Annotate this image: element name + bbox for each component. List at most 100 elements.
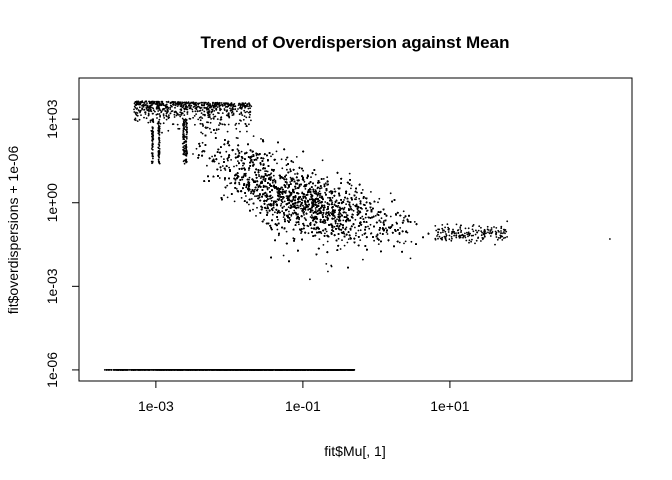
data-point bbox=[402, 210, 405, 213]
data-point bbox=[362, 218, 365, 221]
data-point bbox=[282, 254, 285, 257]
data-point bbox=[406, 231, 409, 234]
data-point bbox=[373, 239, 375, 242]
data-point bbox=[361, 234, 364, 236]
data-point bbox=[348, 172, 351, 175]
data-point bbox=[333, 188, 336, 190]
data-point bbox=[380, 217, 383, 220]
data-point bbox=[250, 192, 252, 195]
data-point bbox=[235, 188, 238, 190]
data-point bbox=[275, 150, 278, 153]
data-point bbox=[337, 237, 340, 240]
data-point bbox=[325, 263, 328, 265]
data-point bbox=[310, 196, 312, 198]
data-point bbox=[279, 204, 282, 207]
data-point bbox=[286, 183, 288, 185]
data-point bbox=[221, 165, 224, 167]
data-point bbox=[280, 158, 283, 161]
data-point bbox=[289, 176, 292, 179]
data-point bbox=[318, 190, 321, 193]
data-point bbox=[271, 196, 274, 199]
data-point bbox=[319, 209, 321, 212]
data-point bbox=[341, 239, 343, 242]
data-point bbox=[263, 218, 265, 221]
data-point bbox=[306, 177, 309, 180]
data-point bbox=[218, 177, 221, 179]
data-point bbox=[298, 183, 301, 186]
data-point bbox=[224, 178, 226, 181]
data-point bbox=[354, 198, 356, 201]
data-point bbox=[264, 170, 266, 173]
data-point bbox=[288, 213, 291, 216]
data-point bbox=[325, 230, 328, 233]
data-point bbox=[379, 232, 382, 235]
data-point bbox=[341, 207, 344, 210]
data-point bbox=[201, 141, 204, 144]
data-point bbox=[386, 233, 389, 235]
data-point bbox=[303, 206, 305, 209]
data-point bbox=[257, 194, 259, 197]
data-point bbox=[285, 164, 288, 167]
data-point bbox=[309, 216, 312, 218]
data-point bbox=[336, 222, 339, 225]
data-point bbox=[365, 201, 368, 204]
data-point bbox=[248, 203, 250, 206]
data-point bbox=[270, 199, 273, 202]
data-point bbox=[346, 214, 349, 217]
data-point bbox=[292, 199, 295, 201]
data-point bbox=[256, 180, 258, 182]
data-point bbox=[265, 209, 268, 212]
data-point bbox=[324, 206, 326, 209]
data-point bbox=[262, 184, 265, 187]
data-point bbox=[314, 184, 317, 187]
data-point bbox=[271, 213, 274, 216]
data-point bbox=[266, 204, 269, 206]
data-point bbox=[324, 201, 327, 203]
data-point bbox=[355, 234, 357, 237]
data-point bbox=[307, 205, 310, 208]
data-point bbox=[235, 164, 238, 167]
data-point bbox=[303, 180, 306, 183]
data-point bbox=[270, 172, 273, 175]
data-point bbox=[326, 176, 329, 179]
data-point bbox=[236, 148, 239, 151]
data-point bbox=[302, 169, 304, 172]
data-point bbox=[281, 197, 284, 200]
data-point bbox=[294, 187, 297, 190]
data-point bbox=[201, 150, 204, 153]
data-point bbox=[319, 192, 322, 195]
data-point bbox=[379, 221, 382, 224]
data-point bbox=[300, 232, 302, 235]
data-point bbox=[302, 204, 304, 207]
data-point bbox=[314, 173, 317, 176]
data-point bbox=[362, 258, 364, 261]
data-point bbox=[283, 200, 286, 203]
data-point bbox=[354, 226, 356, 229]
data-point bbox=[350, 184, 353, 187]
data-point bbox=[289, 168, 292, 171]
data-point bbox=[369, 223, 372, 226]
data-point bbox=[356, 211, 359, 214]
data-point bbox=[266, 170, 269, 173]
data-point bbox=[218, 162, 220, 165]
data-point bbox=[292, 161, 295, 164]
data-point bbox=[230, 159, 233, 161]
data-point bbox=[260, 138, 262, 140]
data-point bbox=[352, 209, 355, 212]
data-point bbox=[272, 174, 275, 177]
data-point bbox=[313, 192, 316, 195]
data-point bbox=[299, 200, 301, 203]
data-point bbox=[298, 223, 300, 226]
data-point bbox=[347, 200, 349, 203]
data-point bbox=[265, 193, 268, 196]
data-point bbox=[285, 190, 287, 192]
data-point bbox=[333, 225, 336, 228]
data-point bbox=[250, 190, 253, 193]
data-point bbox=[320, 207, 322, 210]
data-point bbox=[343, 232, 346, 235]
data-point bbox=[305, 196, 307, 199]
data-point bbox=[355, 196, 358, 199]
data-point bbox=[209, 121, 212, 124]
data-point bbox=[339, 212, 342, 215]
